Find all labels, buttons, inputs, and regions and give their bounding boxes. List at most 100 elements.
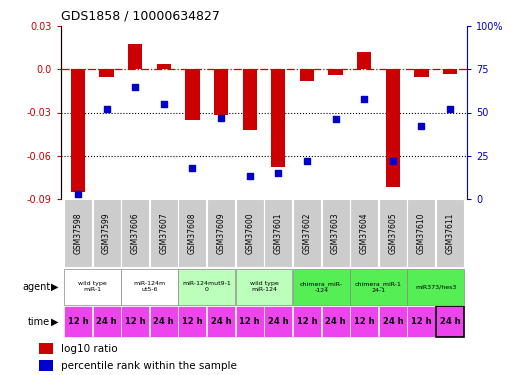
Text: wild type
miR-1: wild type miR-1	[78, 282, 107, 292]
Point	[74, 190, 82, 196]
Text: 24 h: 24 h	[325, 317, 346, 326]
Text: 24 h: 24 h	[382, 317, 403, 326]
Text: log10 ratio: log10 ratio	[61, 344, 118, 354]
Bar	[379, 306, 407, 337]
Point	[274, 170, 282, 176]
Bar	[300, 69, 314, 81]
Bar	[214, 69, 228, 116]
Text: 12 h: 12 h	[239, 317, 260, 326]
Point	[246, 173, 254, 179]
Point	[217, 115, 225, 121]
Text: 12 h: 12 h	[297, 317, 317, 326]
Point	[159, 101, 168, 107]
Bar	[121, 200, 149, 267]
Bar	[408, 200, 436, 267]
Bar	[322, 200, 350, 267]
Bar	[207, 200, 235, 267]
Text: GSM37605: GSM37605	[388, 213, 398, 254]
Bar	[271, 69, 286, 167]
Bar	[207, 306, 235, 337]
Text: GDS1858 / 10000634827: GDS1858 / 10000634827	[61, 9, 220, 22]
Point	[303, 158, 311, 164]
Bar	[71, 69, 85, 192]
Bar	[293, 268, 350, 305]
Bar	[357, 52, 371, 69]
Text: GSM37604: GSM37604	[360, 213, 369, 254]
Text: chimera_miR-
-124: chimera_miR- -124	[300, 281, 343, 292]
Bar	[414, 69, 429, 76]
Bar	[157, 64, 171, 69]
Bar	[322, 306, 350, 337]
Text: miR373/hes3: miR373/hes3	[415, 284, 457, 290]
Point	[417, 123, 426, 129]
Text: GSM37608: GSM37608	[188, 213, 197, 254]
Text: 24 h: 24 h	[96, 317, 117, 326]
Bar	[121, 306, 149, 337]
Bar	[350, 268, 407, 305]
Bar	[408, 268, 464, 305]
Bar	[185, 69, 200, 120]
Bar	[328, 69, 343, 75]
Bar	[178, 268, 235, 305]
Bar	[436, 200, 464, 267]
Bar	[121, 268, 178, 305]
Bar	[178, 306, 206, 337]
Bar	[128, 44, 143, 69]
Text: agent: agent	[22, 282, 50, 292]
Text: GSM37603: GSM37603	[331, 213, 340, 254]
Text: ▶: ▶	[51, 316, 58, 327]
Text: GSM37601: GSM37601	[274, 213, 283, 254]
Text: GSM37609: GSM37609	[216, 213, 225, 254]
Bar	[408, 306, 436, 337]
Text: GSM37606: GSM37606	[130, 213, 140, 254]
Text: GSM37610: GSM37610	[417, 213, 426, 254]
Bar	[265, 306, 293, 337]
Text: 12 h: 12 h	[182, 317, 203, 326]
Bar	[64, 200, 92, 267]
Text: ▶: ▶	[51, 282, 58, 292]
Text: 12 h: 12 h	[68, 317, 88, 326]
Bar	[235, 306, 263, 337]
Point	[131, 84, 139, 90]
Bar	[350, 200, 378, 267]
Point	[188, 165, 196, 171]
Bar	[178, 200, 206, 267]
Bar	[436, 306, 464, 337]
Point	[360, 96, 369, 102]
Bar	[150, 306, 178, 337]
Text: GSM37611: GSM37611	[446, 213, 455, 254]
Text: GSM37607: GSM37607	[159, 213, 168, 254]
Point	[102, 106, 111, 112]
Bar	[64, 306, 92, 337]
Bar	[385, 69, 400, 187]
Bar	[39, 343, 52, 354]
Text: miR-124m
ut5-6: miR-124m ut5-6	[134, 282, 166, 292]
Text: GSM37600: GSM37600	[245, 213, 254, 254]
Bar	[443, 69, 457, 74]
Bar	[92, 200, 120, 267]
Point	[446, 106, 454, 112]
Bar	[39, 360, 52, 371]
Text: 24 h: 24 h	[440, 317, 460, 326]
Text: chimera_miR-1
24-1: chimera_miR-1 24-1	[355, 281, 402, 292]
Text: percentile rank within the sample: percentile rank within the sample	[61, 361, 237, 370]
Bar	[235, 200, 263, 267]
Text: 12 h: 12 h	[411, 317, 432, 326]
Text: time: time	[28, 316, 50, 327]
Text: 24 h: 24 h	[211, 317, 231, 326]
Bar	[350, 306, 378, 337]
Text: GSM37599: GSM37599	[102, 213, 111, 254]
Bar	[293, 306, 321, 337]
Bar	[293, 200, 321, 267]
Text: 12 h: 12 h	[354, 317, 374, 326]
Bar	[92, 306, 120, 337]
Bar	[64, 268, 120, 305]
Text: GSM37602: GSM37602	[303, 213, 312, 254]
Bar	[150, 200, 178, 267]
Text: 24 h: 24 h	[268, 317, 289, 326]
Text: 24 h: 24 h	[154, 317, 174, 326]
Bar	[265, 200, 293, 267]
Text: miR-124mut9-1
0: miR-124mut9-1 0	[182, 282, 231, 292]
Text: wild type
miR-124: wild type miR-124	[250, 282, 278, 292]
Point	[332, 116, 340, 122]
